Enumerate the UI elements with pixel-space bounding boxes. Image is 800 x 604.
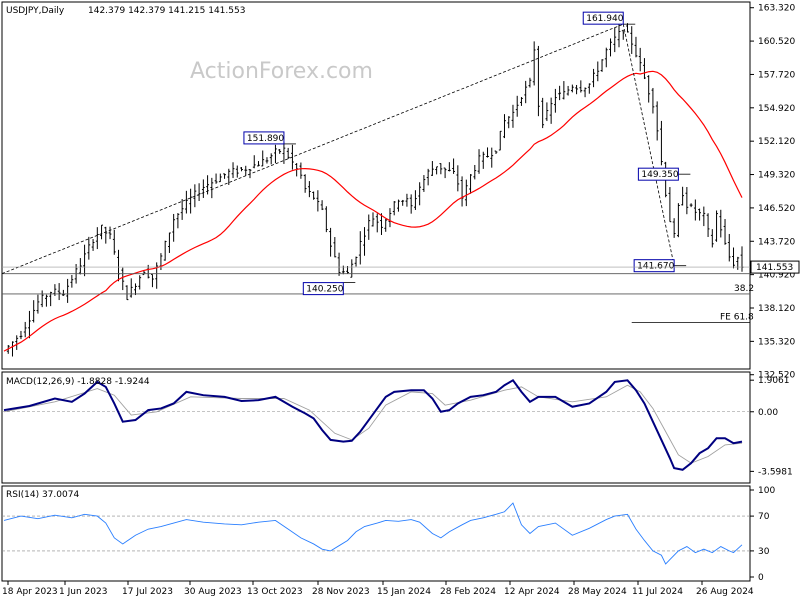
time-axis-label: 26 Aug 2024 (696, 587, 754, 597)
price-layer: FE 61.8 151.890 140.250 161.940 149.350 141.6… (1, 11, 754, 357)
symbol-label: USDJPY,Daily (6, 6, 65, 16)
price-panel (1, 1, 751, 370)
macd-title: MACD(12,26,9) -1.8828 -1.9244 (6, 377, 150, 387)
rsi-layer (2, 502, 750, 565)
price-axis-label: 146.520 (758, 204, 795, 214)
time-axis-label: 12 Apr 2024 (504, 587, 560, 597)
rsi-axis-label: 0 (758, 573, 764, 583)
ohlc-label: 142.379 142.379 141.215 141.553 (88, 6, 245, 16)
price-axis-label: 132.520 (758, 371, 795, 381)
macd-line (3, 378, 743, 471)
price-axis: 163.320 160.520 157.720 154.920 152.120 149.3… (750, 4, 800, 381)
rsi-title: RSI(14) 37.0074 (6, 490, 79, 500)
time-axis-label: 13 Oct 2023 (247, 587, 303, 597)
time-axis-label: 28 May 2024 (568, 587, 627, 597)
price-axis-label: 140.920 (758, 271, 795, 281)
macd-axis-label: 1.9061 (758, 376, 790, 386)
annotation-label: 141.670 (637, 262, 674, 272)
rsi-panel (1, 485, 751, 582)
price-axis-label: 143.720 (758, 237, 795, 247)
fib-label: 38.2 (734, 284, 754, 294)
macd-axis-label: 0.00 (758, 408, 778, 418)
rsi-axis-label: 70 (758, 512, 770, 522)
price-axis-label: 149.320 (758, 171, 795, 181)
rsi-axis-label: 30 (758, 547, 770, 557)
current-price-box (750, 260, 800, 274)
time-axis-label: 15 Jan 2024 (377, 587, 431, 597)
macd-layer (2, 378, 750, 471)
time-axis: 18 Apr 2023 1 Jun 2023 17 Jul 2023 30 Aug 2… (2, 581, 754, 597)
watermark: ActionForex.com (190, 59, 373, 84)
annotation-box (633, 259, 675, 273)
price-axis-label: 163.320 (758, 4, 795, 14)
rsi-axis-label: 100 (758, 486, 775, 496)
macd-panel (1, 371, 751, 484)
macd-signal-line (3, 384, 743, 464)
moving-average-line (3, 70, 743, 352)
time-axis-label: 28 Nov 2023 (312, 587, 370, 597)
channel-line (1, 23, 624, 275)
annotation-label: 161.940 (586, 14, 623, 24)
price-axis-label: 135.320 (758, 337, 795, 347)
time-axis-label: 17 Jul 2023 (122, 587, 173, 597)
price-axis-label: 152.120 (758, 137, 795, 147)
fib-projection-line (622, 24, 675, 266)
current-price-label: 141.553 (756, 263, 793, 273)
price-axis-label: 160.520 (758, 37, 795, 47)
price-axis-label: 138.120 (758, 304, 795, 314)
time-axis-label: 30 Aug 2023 (184, 587, 242, 597)
annotation-label: 149.350 (641, 170, 678, 180)
fe-label: FE 61.8 (720, 313, 754, 323)
annotation-box (302, 282, 344, 296)
time-axis-label: 11 Jul 2024 (632, 587, 683, 597)
time-axis-label: 28 Feb 2024 (440, 587, 496, 597)
time-axis-label: 1 Jun 2023 (59, 587, 107, 597)
price-axis-label: 157.720 (758, 70, 795, 80)
annotation-box (582, 11, 624, 25)
annotation-box (637, 167, 679, 181)
rsi-line (3, 502, 743, 565)
rsi-axis: 100 70 30 0 (750, 486, 775, 583)
macd-axis-label: -3.5981 (758, 467, 793, 477)
macd-axis: 1.9061 0.00 -3.5981 (750, 376, 793, 477)
price-axis-label: 154.920 (758, 104, 795, 114)
annotation-label: 140.250 (306, 285, 343, 295)
annotation-box (243, 131, 285, 145)
annotation-label: 151.890 (247, 134, 284, 144)
time-axis-label: 18 Apr 2023 (2, 587, 58, 597)
